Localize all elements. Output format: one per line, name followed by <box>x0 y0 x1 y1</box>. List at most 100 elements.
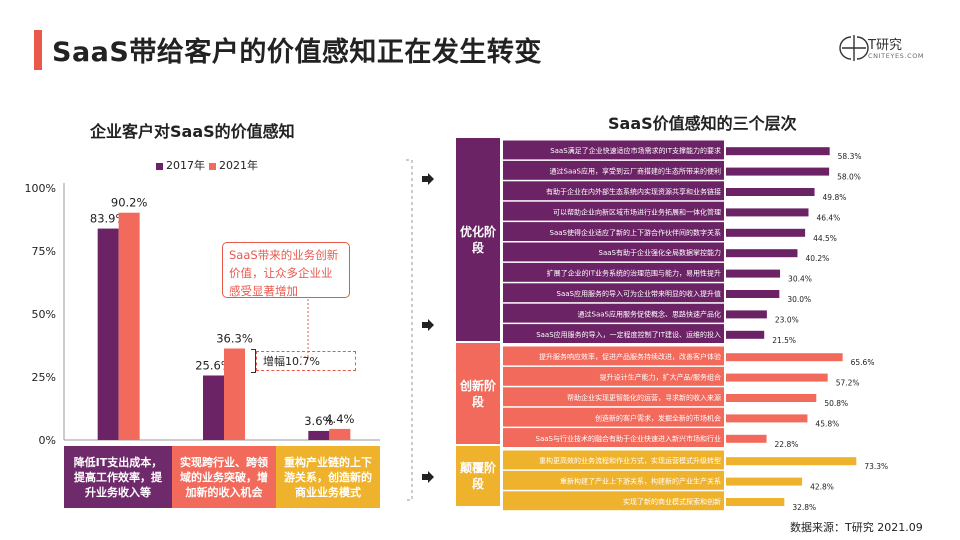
bar-2021-3 <box>329 428 351 440</box>
horizontal-bar-value: 58.0% <box>837 173 861 182</box>
horizontal-bar-5 <box>726 228 806 237</box>
row-label-bg <box>503 346 724 366</box>
increase-bracket <box>251 349 256 373</box>
horizontal-bar-17 <box>726 477 803 486</box>
y-tick-label: 75% <box>32 245 56 258</box>
horizontal-bar-value: 45.8% <box>815 419 839 428</box>
horizontal-bar-value: 46.4% <box>816 213 840 222</box>
category-box-2: 实现跨行业、跨领域的业务突破，增加新的收入机会 <box>172 446 276 508</box>
row-label-bg <box>503 201 724 221</box>
row-label-bg <box>503 324 724 343</box>
stage-optimize: 优化阶段 <box>456 138 500 341</box>
legend-2017: 2017年 <box>156 157 205 173</box>
arrow-right-icon <box>422 173 434 185</box>
row-label: 提升设计生产能力，扩大产品/服务组合 <box>600 373 721 382</box>
logo-icon <box>839 35 869 61</box>
row-label-bg <box>503 491 724 511</box>
legend-label-2021: 2021年 <box>219 159 258 172</box>
horizontal-bar-10 <box>726 330 765 339</box>
horizontal-bar-value: 44.5% <box>813 234 837 243</box>
row-label-bg <box>503 366 724 386</box>
legend-swatch-2021 <box>209 162 216 170</box>
horizontal-bar-4 <box>726 208 809 217</box>
horizontal-bar-16 <box>726 457 857 466</box>
left-chart-title: 企业客户对SaaS的价值感知 <box>90 122 295 141</box>
bar-2017-2 <box>203 375 224 440</box>
row-label-bg <box>503 407 724 427</box>
horizontal-bar-6 <box>726 249 798 258</box>
bar-2021-1 <box>118 212 140 440</box>
increase-label: 增幅10.7% <box>256 351 356 371</box>
y-tick-label: 0% <box>39 434 56 447</box>
logo-name: T研究 <box>868 38 902 53</box>
row-label: 重新构建了产业上下游关系，构建新的产业生产关系 <box>560 477 721 486</box>
callout-connector <box>300 295 309 358</box>
data-source: 数据来源：T研究 2021.09 <box>790 521 923 534</box>
row-label: SaaS与行业技术的融合有助于企业快速进入新兴市场和行业 <box>536 434 721 443</box>
row-label-bg <box>503 160 724 180</box>
row-label: 可以帮助企业向新区域市场进行业务拓展和一体化管理 <box>553 207 721 216</box>
horizontal-bar-14 <box>726 414 808 423</box>
row-label-bg <box>503 428 724 447</box>
stage-disrupt: 颠覆阶段 <box>456 446 500 506</box>
row-label: 通过SaaS应用，享受到云厂商搭建的生态所带来的便利 <box>550 167 721 176</box>
horizontal-bar-value: 65.6% <box>851 358 875 367</box>
horizontal-bar-18 <box>726 498 785 506</box>
horizontal-bar-value: 30.0% <box>787 295 811 304</box>
row-label: SaaS使得企业适应了新的上下游合作伙伴间的数字关系 <box>550 228 721 237</box>
horizontal-bar-value: 32.8% <box>792 503 816 512</box>
row-label: 实现了新的商业模式探索和创新 <box>623 497 721 506</box>
row-label: SaaS有助于企业强化全局数据掌控能力 <box>599 248 721 257</box>
row-label: SaaS应用服务的导入可为企业带来明显的收入提升值 <box>557 289 721 298</box>
logo: T研究 CNITEYES.COM <box>838 32 938 66</box>
row-label-bg <box>503 303 724 323</box>
horizontal-bar-value: 73.3% <box>864 462 888 471</box>
horizontal-bar-12 <box>726 373 828 382</box>
arrow-right-icon <box>422 319 434 331</box>
stage-innovate: 创新阶段 <box>456 343 500 444</box>
row-label-bg <box>503 242 724 262</box>
row-label: 重构更高效的业务流程和作业方式，实现运营模式升级转型 <box>539 456 721 465</box>
bar-value-label: 25.6% <box>195 358 232 372</box>
bar-2017-3 <box>308 430 330 440</box>
logo-url: CNITEYES.COM <box>868 52 925 60</box>
horizontal-bar-15 <box>726 434 767 443</box>
bar-value-label: 3.6% <box>304 414 333 428</box>
horizontal-bar-9 <box>726 310 767 319</box>
row-label: SaaS应用服务的导入，一定程度控制了IT建设、运维的投入 <box>536 330 721 339</box>
bar-2021-2 <box>224 348 245 440</box>
row-label-bg <box>503 181 724 201</box>
page-title: SaaS带给客户的价值感知正在发生转变 <box>52 37 542 68</box>
y-tick-label: 25% <box>32 371 56 384</box>
horizontal-bar-value: 58.3% <box>838 152 862 161</box>
bar-value-label: 83.9% <box>90 212 127 226</box>
row-label-bg <box>503 222 724 241</box>
category-box-1: 降低IT支出成本，提高工作效率，提升业务收入等 <box>64 446 172 508</box>
bar-2017-1 <box>97 228 119 440</box>
horizontal-bar-value: 49.8% <box>823 193 847 202</box>
row-label-bg <box>503 450 724 470</box>
horizontal-bar-value: 57.2% <box>836 379 860 388</box>
right-chart-title: SaaS价值感知的三个层次 <box>608 114 797 133</box>
row-label-bg <box>503 140 724 160</box>
category-box-3: 重构产业链的上下游关系，创造新的商业业务模式 <box>276 446 380 508</box>
arrow-right-icon <box>422 471 434 483</box>
legend-swatch-2017 <box>156 162 163 170</box>
horizontal-bar-value: 50.8% <box>824 399 848 408</box>
row-label-bg <box>503 262 724 282</box>
horizontal-bar-value: 21.5% <box>772 336 796 345</box>
horizontal-bar-2 <box>726 167 830 176</box>
horizontal-bar-value: 40.2% <box>805 254 829 263</box>
legend-2021: 2021年 <box>209 157 258 173</box>
horizontal-bar-11 <box>726 353 843 362</box>
horizontal-bar-value: 42.8% <box>810 483 834 492</box>
bar-value-label: 4.4% <box>325 412 354 426</box>
horizontal-bar-value: 23.0% <box>775 315 799 324</box>
row-label: 通过SaaS应用服务促使概念、思路快速产品化 <box>578 309 721 318</box>
innovation-callout: SaaS带来的业务创新价值，让众多企业业感受显著增加 <box>222 242 350 298</box>
legend-label-2017: 2017年 <box>166 159 205 172</box>
horizontal-bar-13 <box>726 394 817 402</box>
horizontal-bar-8 <box>726 290 780 298</box>
horizontal-bar-value: 22.8% <box>775 440 799 449</box>
row-label: 提升服务响应效率，促进产品服务持续改进，改善客户体验 <box>539 352 721 361</box>
